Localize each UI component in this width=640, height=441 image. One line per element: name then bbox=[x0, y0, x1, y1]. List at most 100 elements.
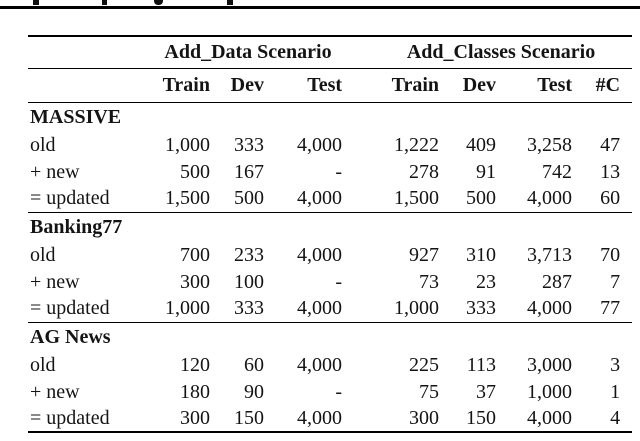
cell-dev-adddata: 333 bbox=[234, 297, 264, 320]
empty-corner-cell bbox=[28, 36, 146, 69]
cell-test-addclasses: 3,258 bbox=[527, 133, 573, 156]
section-title: MASSIVE bbox=[30, 105, 122, 128]
cell-test-addclasses: 4,000 bbox=[527, 187, 573, 210]
row-label: old bbox=[30, 133, 56, 156]
cell-dev-addclasses: 333 bbox=[466, 297, 497, 320]
row-label: + new bbox=[30, 380, 80, 403]
col-header-dev-addclasses: Dev bbox=[439, 68, 497, 103]
section-massive: MASSIVE old 1,000 333 4,000 1,222 409 3,… bbox=[28, 102, 632, 212]
add-classes-scenario-header: Add_Classes Scenario bbox=[342, 36, 633, 69]
cell-test-addclasses: 742 bbox=[542, 160, 573, 183]
cell-test-addclasses: 1,000 bbox=[527, 380, 573, 403]
table-row: old 700 233 4,000 927 310 3,713 70 bbox=[28, 241, 632, 268]
cell-train-addclasses: 75 bbox=[419, 380, 440, 403]
cell-num-classes: 3 bbox=[610, 353, 621, 376]
cell-dev-addclasses: 310 bbox=[466, 243, 497, 266]
cell-test-adddata: 4,000 bbox=[297, 407, 343, 429]
col-header-dev-adddata: Dev bbox=[210, 68, 264, 103]
table-row: + new 180 90 - 75 37 1,000 1 bbox=[28, 378, 632, 405]
cell-dev-adddata: 167 bbox=[234, 160, 264, 183]
cell-train-addclasses: 1,500 bbox=[394, 187, 440, 210]
cell-test-adddata: 4,000 bbox=[297, 133, 343, 156]
caption-descender-mark bbox=[33, 0, 39, 5]
caption-descender-mark bbox=[102, 0, 107, 5]
cell-test-addclasses: 3,713 bbox=[527, 243, 573, 266]
cell-num-classes: 7 bbox=[610, 270, 621, 293]
row-label: + new bbox=[30, 270, 80, 293]
caption-descender-mark bbox=[154, 0, 163, 5]
cell-dev-addclasses: 23 bbox=[476, 270, 497, 293]
col-header-train-addclasses: Train bbox=[342, 68, 440, 103]
cell-num-classes: 47 bbox=[600, 133, 621, 156]
table-row: = updated 1,500 500 4,000 1,500 500 4,00… bbox=[28, 185, 632, 212]
col-header-num-classes: #C bbox=[572, 68, 633, 103]
section-title-row: MASSIVE bbox=[28, 102, 632, 131]
cell-test-adddata: 4,000 bbox=[297, 353, 343, 376]
cell-dev-addclasses: 113 bbox=[466, 353, 497, 376]
cell-train-addclasses: 1,000 bbox=[394, 297, 440, 320]
cell-train-addclasses: 73 bbox=[419, 270, 440, 293]
cell-dev-addclasses: 91 bbox=[476, 160, 497, 183]
cell-dev-adddata: 90 bbox=[244, 380, 264, 403]
section-title-row: AG News bbox=[28, 321, 633, 351]
caption-divider-rule bbox=[0, 6, 640, 9]
cell-dev-addclasses: 500 bbox=[466, 187, 497, 210]
cell-test-adddata: 4,000 bbox=[297, 297, 343, 320]
cell-num-classes: 1 bbox=[610, 380, 621, 403]
cell-num-classes: 4 bbox=[610, 407, 621, 429]
row-label: = updated bbox=[30, 407, 110, 429]
cell-dev-adddata: 60 bbox=[244, 353, 264, 376]
table-row: = updated 1,000 333 4,000 1,000 333 4,00… bbox=[28, 295, 632, 322]
cell-test-addclasses: 287 bbox=[542, 270, 573, 293]
cell-dev-adddata: 500 bbox=[234, 187, 264, 210]
row-label: old bbox=[30, 353, 56, 376]
table-row: = updated 300 150 4,000 300 150 4,000 4 bbox=[28, 405, 632, 432]
cell-train-addclasses: 927 bbox=[409, 243, 440, 266]
cell-test-adddata: - bbox=[335, 160, 343, 183]
cell-test-addclasses: 3,000 bbox=[527, 353, 573, 376]
cell-dev-adddata: 100 bbox=[234, 270, 264, 293]
cropped-caption-fragment bbox=[0, 0, 640, 6]
cell-train-adddata: 700 bbox=[180, 243, 210, 266]
cell-dev-adddata: 333 bbox=[234, 133, 264, 156]
cell-dev-addclasses: 409 bbox=[466, 133, 497, 156]
add-data-scenario-header: Add_Data Scenario bbox=[146, 36, 343, 69]
cell-train-adddata: 1,000 bbox=[165, 297, 210, 320]
cell-num-classes: 70 bbox=[600, 243, 621, 266]
table-row: + new 300 100 - 73 23 287 7 bbox=[28, 268, 632, 295]
cell-train-addclasses: 225 bbox=[409, 353, 440, 376]
cell-test-addclasses: 4,000 bbox=[527, 407, 573, 429]
empty-corner-cell bbox=[28, 68, 146, 103]
cell-dev-addclasses: 37 bbox=[476, 380, 497, 403]
row-label: old bbox=[30, 243, 56, 266]
scenario-header-row: Add_Data Scenario Add_Classes Scenario bbox=[28, 36, 633, 69]
cell-dev-addclasses: 150 bbox=[466, 407, 497, 429]
cell-train-adddata: 500 bbox=[180, 160, 210, 183]
section-title: Banking77 bbox=[28, 211, 633, 241]
cell-num-classes: 60 bbox=[600, 187, 621, 210]
cell-train-addclasses: 1,222 bbox=[394, 133, 440, 156]
section-title: AG News bbox=[28, 321, 633, 351]
section-ag-news: AG News old 120 60 4,000 225 113 3,000 3… bbox=[28, 321, 633, 432]
cell-train-addclasses: 278 bbox=[409, 160, 440, 183]
cell-num-classes: 13 bbox=[600, 160, 621, 183]
cell-train-adddata: 120 bbox=[180, 353, 210, 376]
column-header-row: Train Dev Test Train Dev Test #C bbox=[28, 68, 633, 103]
cell-train-adddata: 180 bbox=[180, 380, 210, 403]
row-label: = updated bbox=[30, 297, 110, 320]
col-header-test-addclasses: Test bbox=[496, 68, 573, 103]
col-header-train-adddata: Train bbox=[146, 68, 210, 103]
cell-train-adddata: 1,000 bbox=[165, 133, 210, 156]
col-header-test-adddata: Test bbox=[264, 68, 343, 103]
dataset-statistics-table: Add_Data Scenario Add_Classes Scenario T… bbox=[28, 35, 633, 433]
row-label: = updated bbox=[30, 187, 110, 210]
table-row: old 1,000 333 4,000 1,222 409 3,258 47 bbox=[28, 131, 632, 158]
cell-test-adddata: - bbox=[335, 380, 343, 403]
row-label: + new bbox=[30, 160, 80, 183]
section-banking77: Banking77 old 700 233 4,000 927 310 3,71… bbox=[28, 211, 633, 322]
cell-dev-adddata: 233 bbox=[234, 243, 264, 266]
table-row: old 120 60 4,000 225 113 3,000 3 bbox=[28, 351, 632, 378]
cell-num-classes: 77 bbox=[600, 297, 621, 320]
cell-test-adddata: 4,000 bbox=[297, 187, 343, 210]
cell-test-adddata: 4,000 bbox=[297, 243, 343, 266]
